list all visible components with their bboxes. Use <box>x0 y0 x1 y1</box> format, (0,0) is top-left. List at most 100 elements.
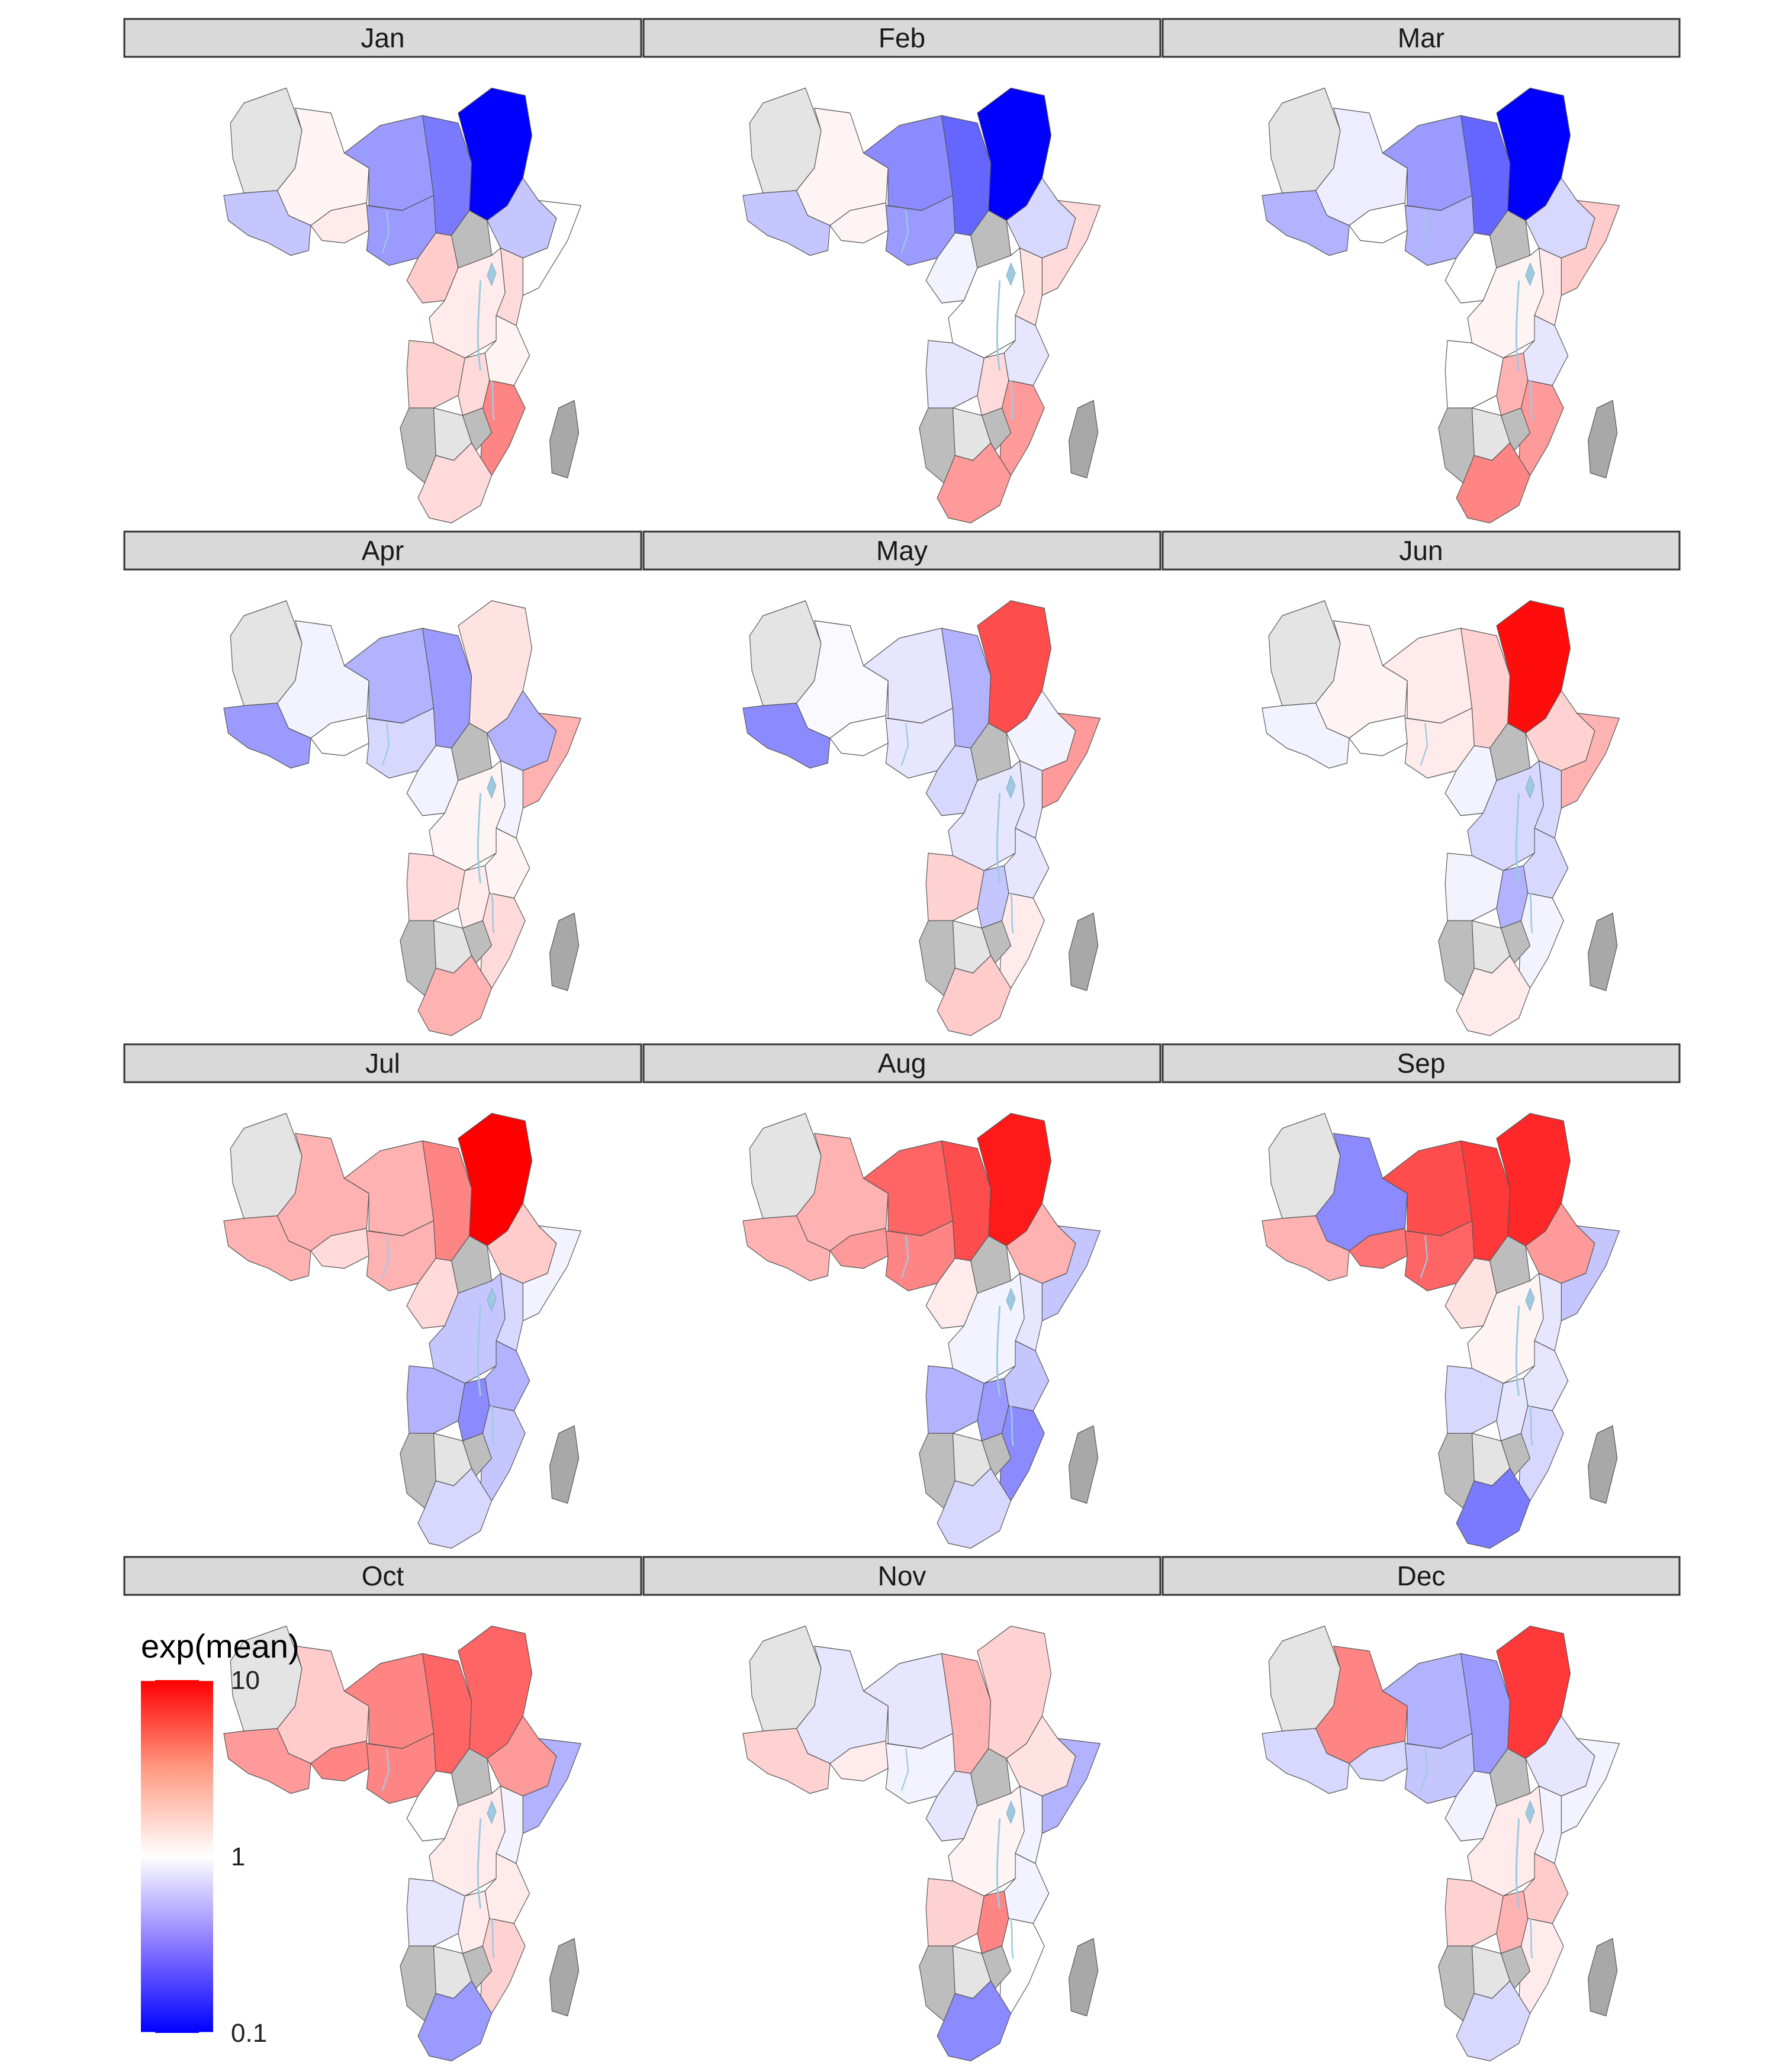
region-madagascar <box>1588 400 1618 479</box>
region-madagascar <box>1588 912 1618 992</box>
lake-victoria <box>1006 1288 1016 1312</box>
lake-victoria <box>487 1800 497 1825</box>
region-west-coast <box>223 1728 311 1794</box>
region-angola <box>406 1365 465 1434</box>
lake-malawi <box>1010 380 1014 421</box>
region-zimbabwe <box>1500 1945 1531 1989</box>
facet-strip <box>642 1556 1162 1596</box>
lake-victoria <box>487 1288 497 1312</box>
region-zimbabwe <box>981 920 1012 964</box>
region-madagascar <box>1069 1425 1099 1504</box>
panel-may: May <box>642 530 1162 1036</box>
facet-strip <box>123 1556 642 1596</box>
niger-river <box>381 1748 390 1791</box>
facet-strip <box>1162 530 1681 571</box>
region-angola <box>406 852 465 921</box>
region-angola <box>1444 852 1504 921</box>
region-south-africa <box>937 955 1012 1036</box>
facet-strip <box>123 1043 642 1083</box>
lake-malawi <box>1529 380 1533 421</box>
region-south-africa <box>1456 1980 1531 2061</box>
niger-river <box>900 1236 909 1279</box>
region-madagascar <box>549 1425 580 1504</box>
facet-strip-label: Oct <box>362 1561 404 1591</box>
facet-strip <box>642 1043 1162 1083</box>
panel-jun: Jun <box>1162 530 1681 1036</box>
africa-map <box>223 87 582 523</box>
lake-malawi <box>491 893 495 934</box>
niger-river <box>1420 723 1428 766</box>
region-zimbabwe <box>981 407 1012 451</box>
niger-river <box>900 210 909 253</box>
facet-strip-label: May <box>876 535 928 566</box>
region-madagascar <box>549 400 580 479</box>
africa-map <box>742 1112 1101 1549</box>
region-angola <box>925 1878 984 1946</box>
panel-nov: Nov <box>642 1556 1162 2061</box>
niger-river <box>1420 1748 1428 1791</box>
lake-malawi <box>491 380 495 421</box>
niger-river <box>381 1236 390 1279</box>
niger-river <box>1420 1236 1428 1279</box>
region-zimbabwe <box>1500 1433 1531 1476</box>
region-south-africa <box>937 1980 1012 2061</box>
legend-tick-label: 1 <box>231 1842 245 1871</box>
lake-malawi <box>1010 893 1014 934</box>
lake-victoria <box>1006 775 1016 799</box>
region-angola <box>1444 1365 1504 1434</box>
panel-dec: Dec <box>1162 1556 1681 2061</box>
region-west-coast <box>742 190 831 256</box>
region-west-coast <box>1262 703 1350 769</box>
panel-jul: Jul <box>123 1043 642 1549</box>
lake-victoria <box>1525 775 1535 799</box>
region-angola <box>1444 1878 1504 1946</box>
africa-map <box>742 1625 1101 2061</box>
region-south-africa <box>417 1980 493 2061</box>
region-south-africa <box>1456 1468 1531 1549</box>
region-south-africa <box>937 1468 1012 1549</box>
legend-tick-label: 0.1 <box>231 2019 267 2048</box>
region-west-coast <box>223 1215 311 1282</box>
panel-apr: Apr <box>123 530 642 1036</box>
region-zimbabwe <box>462 1433 493 1476</box>
lake-tanganyika <box>996 280 1001 371</box>
facet-strip-label: Aug <box>878 1048 926 1079</box>
facet-strip-label: Sep <box>1397 1048 1446 1079</box>
africa-map <box>1262 1112 1620 1549</box>
facet-strip <box>123 530 642 571</box>
africa-map <box>1262 87 1620 523</box>
region-west-coast <box>223 703 311 769</box>
lake-victoria <box>1525 1800 1535 1825</box>
niger-river <box>381 723 390 766</box>
region-west-coast <box>1262 1215 1350 1282</box>
niger-river <box>1420 210 1428 253</box>
region-zimbabwe <box>462 1945 493 1989</box>
facet-strip <box>642 530 1162 571</box>
lake-malawi <box>491 1918 495 1959</box>
region-zimbabwe <box>981 1433 1012 1476</box>
lake-tanganyika <box>477 1305 482 1397</box>
region-angola <box>925 1365 984 1434</box>
region-west-coast <box>1262 190 1350 256</box>
lake-victoria <box>487 262 497 287</box>
region-west-coast <box>223 190 311 256</box>
africa-map <box>742 600 1101 1036</box>
region-west-coast <box>742 703 831 769</box>
region-angola <box>406 1878 465 1946</box>
niger-river <box>381 210 390 253</box>
legend-title: exp(mean) <box>141 1627 300 1665</box>
lake-tanganyika <box>996 1305 1001 1397</box>
facet-strip-label: Jan <box>361 22 404 53</box>
africa-map <box>223 1112 582 1549</box>
lake-victoria <box>1525 262 1535 287</box>
panel-feb: Feb <box>642 18 1162 523</box>
region-south-africa <box>417 442 493 523</box>
region-angola <box>1444 340 1504 408</box>
lake-tanganyika <box>1515 280 1520 371</box>
region-south-africa <box>417 1468 493 1549</box>
africa-map <box>223 600 582 1036</box>
niger-river <box>900 1748 909 1791</box>
region-west-coast <box>1262 1728 1350 1794</box>
facet-strip <box>1162 1043 1681 1083</box>
region-south-africa <box>1456 955 1531 1036</box>
